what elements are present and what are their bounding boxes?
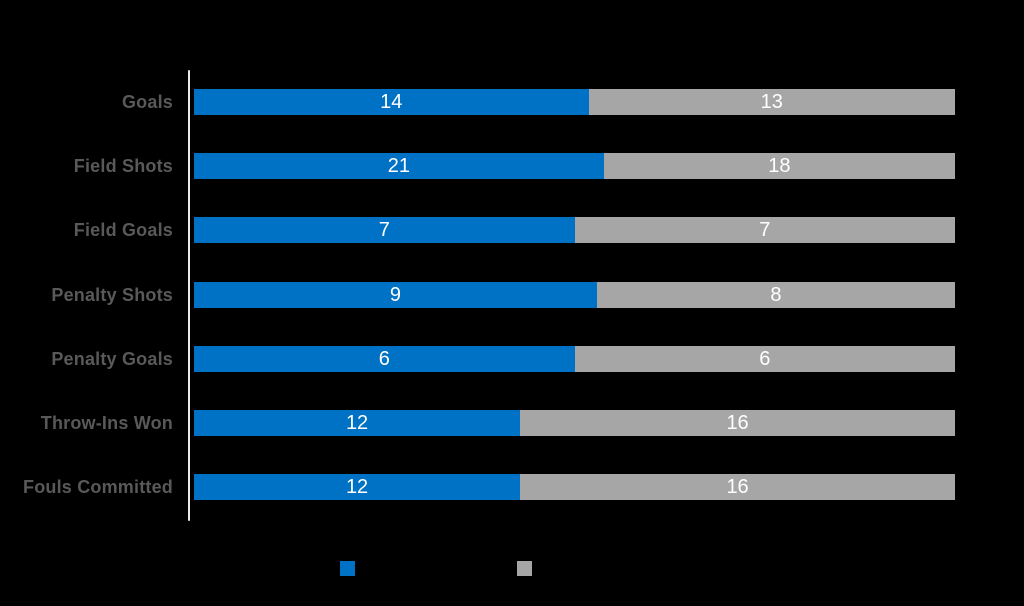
- bar-segment-gray: 8: [596, 282, 955, 308]
- y-axis-line: [188, 70, 190, 521]
- table-row: Goals 14 13: [0, 89, 1024, 115]
- bar-value-label: 8: [770, 284, 782, 306]
- category-label: Field Shots: [73, 156, 173, 176]
- bar-segment-blue: 12: [194, 410, 521, 436]
- bar-segment-blue: 12: [194, 474, 521, 500]
- table-row: Penalty Shots 9 8: [0, 282, 1024, 308]
- bar-value-label: 18: [768, 155, 791, 177]
- category-label: Penalty Shots: [51, 285, 173, 305]
- bar-value-label: 14: [380, 91, 403, 113]
- bar-value-label: 16: [726, 412, 749, 434]
- bar-segment-gray: 13: [588, 89, 955, 115]
- legend-swatch-blue: [340, 561, 355, 576]
- bar-segment-blue: 6: [194, 346, 575, 372]
- bar-segment-blue: 7: [194, 217, 575, 243]
- stacked-bar: 21 18: [194, 153, 955, 179]
- bar-value-label: 9: [389, 284, 401, 306]
- bar-value-label: 12: [345, 476, 369, 498]
- category-label: Penalty Goals: [51, 349, 173, 369]
- table-row: Throw-Ins Won 12 16: [0, 410, 1024, 436]
- bar-segment-gray: 7: [574, 217, 955, 243]
- legend-swatch-gray: [517, 561, 532, 576]
- stacked-bar: 14 13: [194, 89, 955, 115]
- table-row: Penalty Goals 6 6: [0, 346, 1024, 372]
- table-row: Field Shots 21 18: [0, 153, 1024, 179]
- table-row: Field Goals 7 7: [0, 217, 1024, 243]
- bar-segment-blue: 14: [194, 89, 589, 115]
- category-label: Throw-Ins Won: [40, 413, 173, 433]
- bar-value-label: 13: [760, 91, 783, 113]
- bar-segment-gray: 16: [520, 474, 955, 500]
- bar-value-label: 12: [345, 412, 369, 434]
- bar-value-label: 6: [759, 348, 771, 370]
- bar-value-label: 16: [726, 476, 749, 498]
- bar-segment-blue: 9: [194, 282, 597, 308]
- bar-value-label: 7: [378, 219, 390, 241]
- category-label: Fouls Committed: [23, 477, 173, 497]
- bar-value-label: 6: [378, 348, 390, 370]
- bar-segment-gray: 6: [574, 346, 955, 372]
- stacked-bar: 12 16: [194, 410, 955, 436]
- bar-segment-gray: 18: [603, 153, 955, 179]
- category-label: Goals: [121, 92, 173, 112]
- category-label: Field Goals: [73, 220, 173, 240]
- bar-segment-gray: 16: [520, 410, 955, 436]
- bar-segment-blue: 21: [194, 153, 604, 179]
- table-row: Fouls Committed 12 16: [0, 474, 1024, 500]
- bar-value-label: 21: [387, 155, 410, 177]
- bar-value-label: 7: [759, 219, 771, 241]
- stacked-bar: 12 16: [194, 474, 955, 500]
